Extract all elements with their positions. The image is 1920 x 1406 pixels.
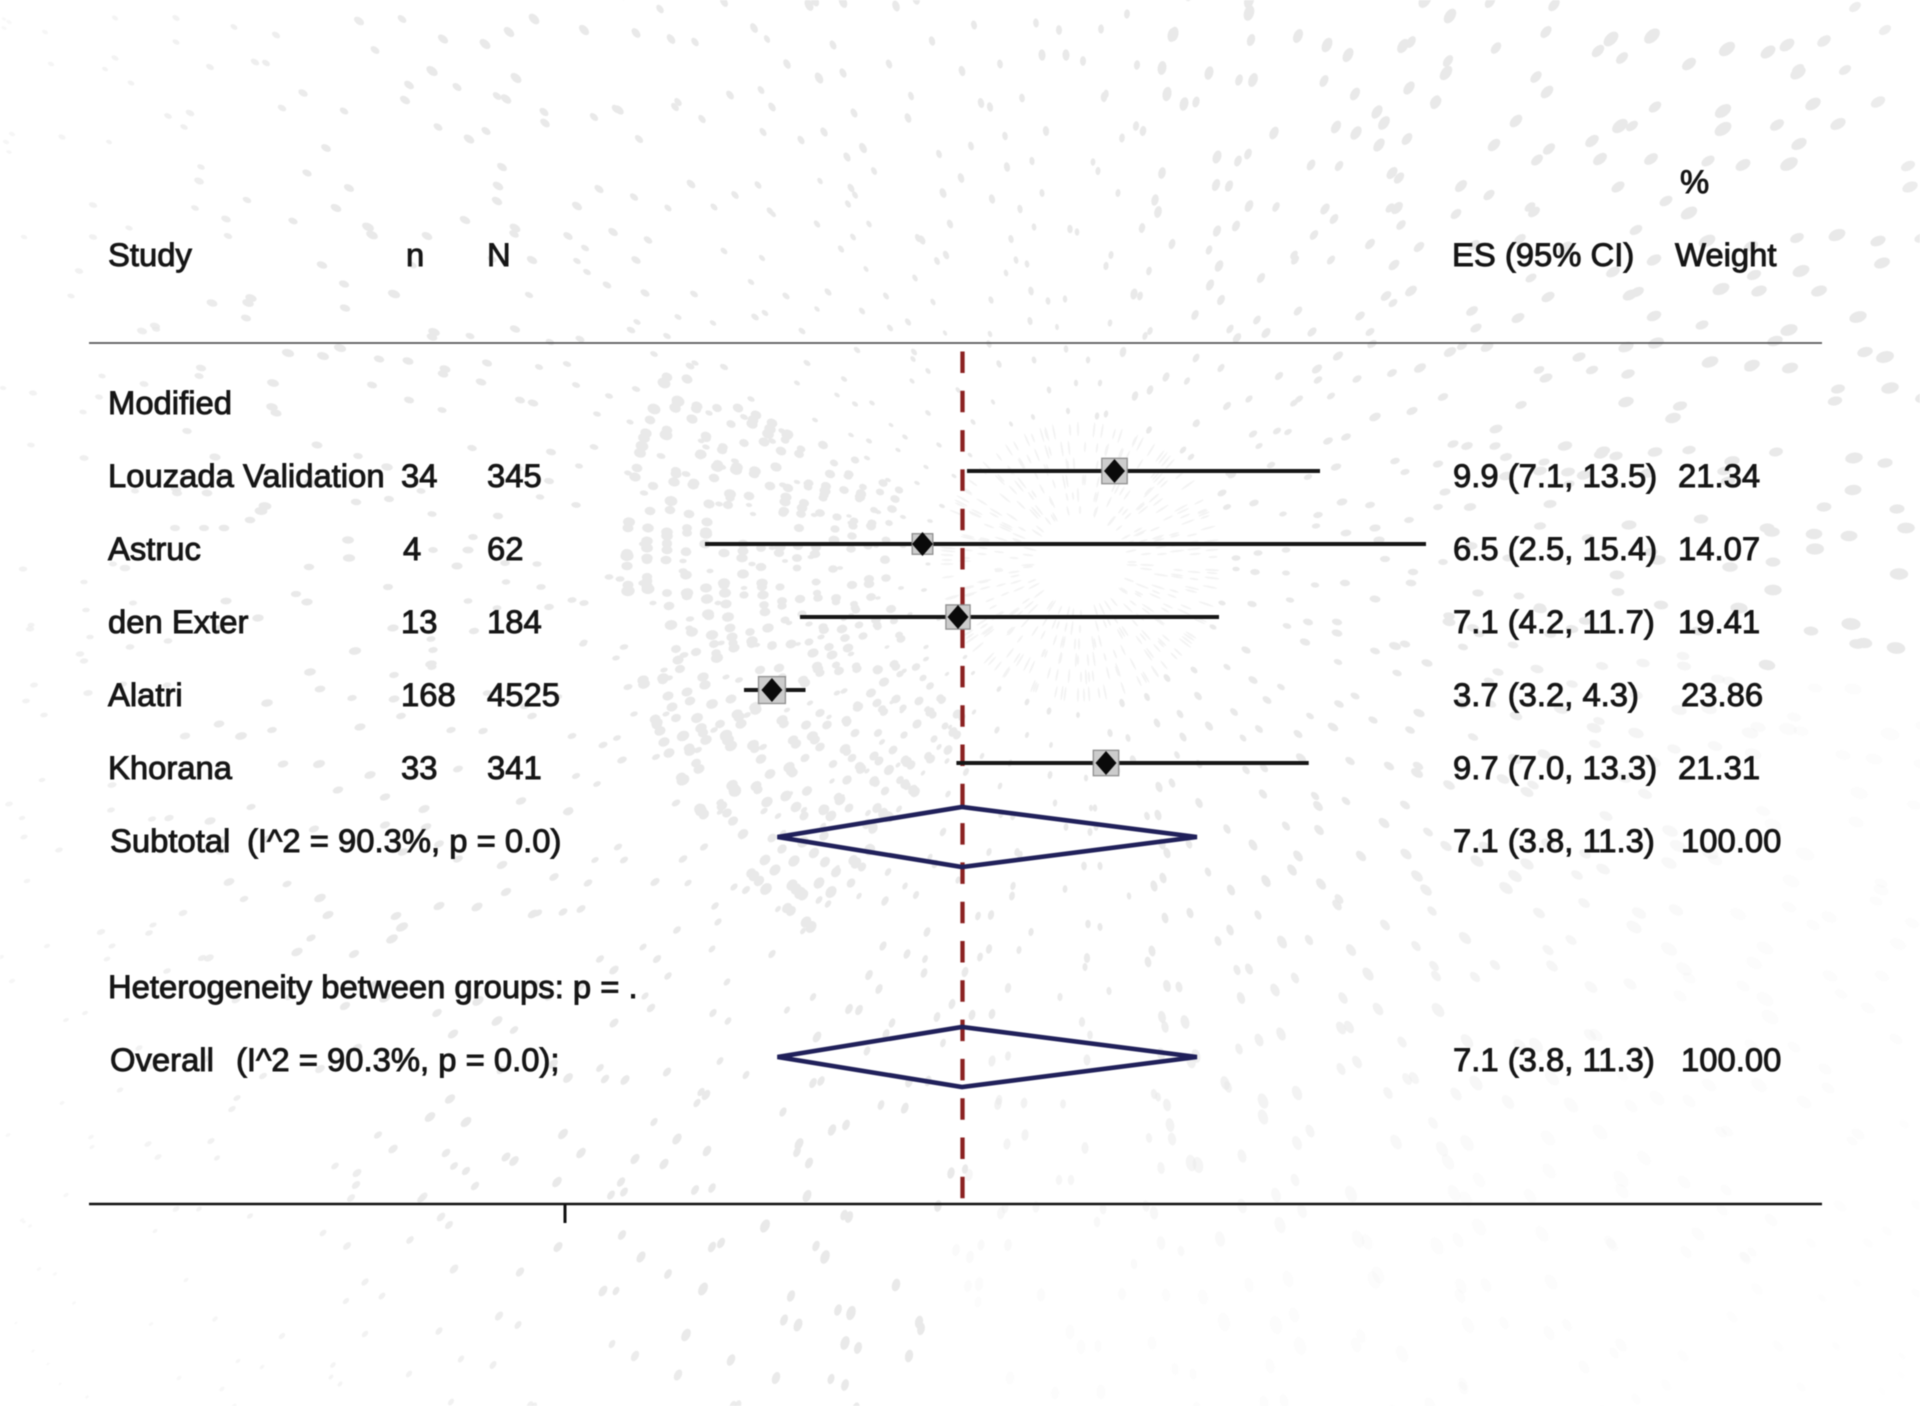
svg-text:7.1 (3.8, 11.3): 7.1 (3.8, 11.3) — [1453, 822, 1655, 859]
svg-text:4525: 4525 — [487, 676, 560, 713]
svg-text:341: 341 — [487, 749, 542, 786]
svg-text:21.34: 21.34 — [1678, 457, 1760, 494]
svg-text:100.00: 100.00 — [1681, 822, 1781, 859]
svg-text:Study: Study — [108, 236, 192, 273]
svg-text:19.41: 19.41 — [1678, 603, 1760, 640]
svg-text:ES (95% CI): ES (95% CI) — [1452, 236, 1634, 273]
svg-text:9.7 (7.0, 13.3): 9.7 (7.0, 13.3) — [1453, 749, 1657, 786]
svg-text:13: 13 — [401, 603, 437, 640]
svg-text:3.7 (3.2, 4.3): 3.7 (3.2, 4.3) — [1453, 676, 1639, 713]
svg-text:62: 62 — [487, 530, 523, 567]
svg-text:Overall: Overall — [110, 1041, 214, 1078]
svg-text:33: 33 — [401, 749, 437, 786]
svg-text:Astruc: Astruc — [108, 530, 201, 567]
svg-text:6.5 (2.5, 15.4): 6.5 (2.5, 15.4) — [1453, 530, 1657, 567]
svg-text:Subtotal: Subtotal — [110, 822, 230, 859]
svg-text:184: 184 — [487, 603, 542, 640]
svg-text:Weight: Weight — [1675, 236, 1776, 273]
svg-text:23.86: 23.86 — [1681, 676, 1763, 713]
svg-text:Khorana: Khorana — [108, 749, 233, 786]
svg-text:9.9 (7.1, 13.5): 9.9 (7.1, 13.5) — [1453, 457, 1657, 494]
svg-text:N: N — [487, 236, 511, 273]
svg-text:21.31: 21.31 — [1678, 749, 1760, 786]
svg-text:(I^2 = 90.3%, p = 0.0);: (I^2 = 90.3%, p = 0.0); — [236, 1041, 560, 1078]
svg-text:(I^2 = 90.3%, p = 0.0): (I^2 = 90.3%, p = 0.0) — [247, 822, 561, 859]
svg-text:100.00: 100.00 — [1681, 1041, 1781, 1078]
svg-text:Modified: Modified — [108, 384, 232, 421]
svg-text:4: 4 — [403, 530, 421, 567]
svg-text:34: 34 — [401, 457, 437, 494]
svg-text:den Exter: den Exter — [108, 603, 248, 640]
svg-text:%: % — [1680, 163, 1709, 200]
svg-text:Heterogeneity between groups:: Heterogeneity between groups: p = . — [108, 968, 638, 1005]
svg-text:14.07: 14.07 — [1678, 530, 1760, 567]
svg-text:7.1 (3.8, 11.3): 7.1 (3.8, 11.3) — [1453, 1041, 1655, 1078]
svg-text:n: n — [406, 236, 424, 273]
svg-text:7.1 (4.2, 11.7): 7.1 (4.2, 11.7) — [1453, 603, 1655, 640]
svg-text:345: 345 — [487, 457, 542, 494]
svg-text:168: 168 — [401, 676, 456, 713]
svg-text:Alatri: Alatri — [108, 676, 183, 713]
svg-text:Louzada Validation: Louzada Validation — [108, 457, 385, 494]
